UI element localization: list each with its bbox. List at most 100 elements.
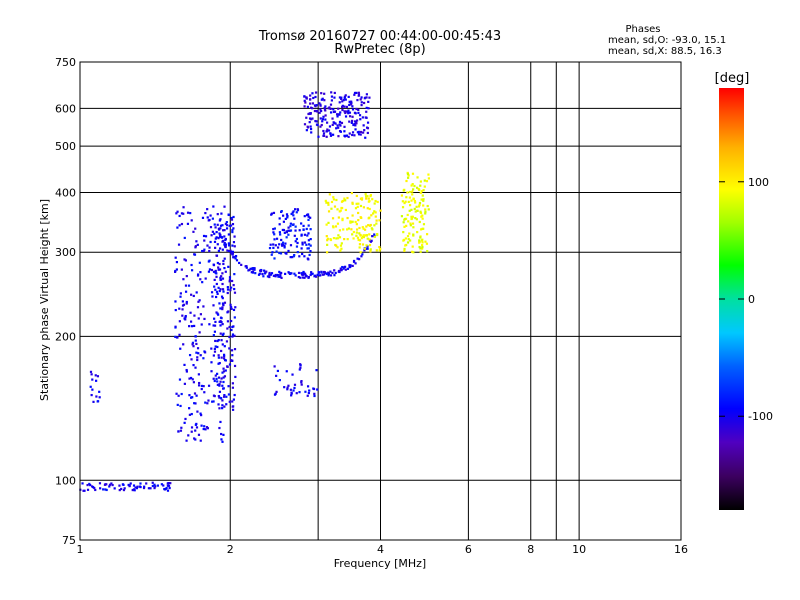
echo-point — [91, 378, 94, 381]
echo-point — [362, 234, 365, 237]
echo-point — [201, 216, 205, 219]
echo-point — [231, 400, 234, 403]
echo-point — [188, 377, 191, 380]
echo-point — [332, 237, 336, 240]
echo-point — [94, 488, 97, 492]
echo-point — [234, 255, 238, 258]
echo-point — [329, 103, 333, 106]
echo-point — [353, 134, 356, 137]
echo-point — [373, 224, 376, 227]
echo-point — [228, 224, 231, 227]
echo-point — [356, 236, 360, 239]
echo-point — [322, 132, 326, 135]
echo-point — [400, 215, 404, 218]
echo-point — [216, 261, 219, 265]
echo-point — [215, 275, 218, 278]
echo-point — [335, 127, 338, 130]
echo-point — [327, 107, 330, 110]
echo-point — [330, 99, 333, 102]
echo-point — [220, 317, 223, 320]
echo-point — [217, 339, 220, 342]
echo-point — [231, 335, 234, 338]
echo-point — [211, 295, 214, 298]
echo-point — [304, 390, 307, 393]
echo-point — [283, 386, 286, 389]
echo-point — [285, 213, 289, 216]
echo-point — [232, 308, 236, 312]
echo-point — [275, 237, 279, 240]
echo-point — [219, 224, 223, 227]
echo-point — [323, 92, 326, 95]
echo-point — [204, 211, 207, 215]
echo-point — [311, 102, 315, 105]
echo-point — [324, 105, 327, 108]
echo-point — [374, 199, 377, 203]
echo-point — [280, 209, 283, 213]
echo-point — [303, 276, 306, 279]
echo-point — [178, 307, 181, 310]
echo-point — [273, 365, 276, 368]
echo-point — [309, 127, 313, 131]
echo-point — [177, 394, 180, 397]
echo-point — [333, 91, 336, 95]
echo-point — [325, 201, 328, 204]
echo-point — [425, 242, 429, 245]
echo-point — [262, 275, 265, 278]
echo-point — [206, 208, 209, 211]
echo-point — [354, 262, 357, 265]
echo-point — [202, 234, 206, 238]
echo-point — [359, 133, 362, 136]
echo-point — [315, 123, 319, 126]
echo-point — [273, 238, 276, 241]
echo-point — [413, 199, 416, 203]
echo-point — [343, 110, 346, 113]
echo-point — [355, 122, 358, 125]
echo-point — [311, 107, 314, 110]
echo-point — [221, 333, 224, 336]
echo-point — [218, 390, 222, 393]
echo-point — [113, 487, 116, 490]
echo-point — [376, 200, 379, 204]
echo-point — [211, 400, 214, 403]
echo-point — [325, 135, 328, 138]
echo-point — [223, 228, 226, 232]
echo-point — [354, 207, 358, 210]
echo-point — [215, 272, 218, 275]
echo-point — [206, 244, 209, 247]
echo-point — [298, 368, 301, 371]
echo-point — [405, 179, 408, 183]
echo-point — [295, 211, 298, 214]
echo-point — [356, 99, 359, 102]
echo-point — [360, 255, 363, 258]
echo-point — [197, 300, 200, 303]
echo-point — [362, 124, 365, 127]
echo-point — [306, 125, 309, 128]
echo-point — [289, 388, 292, 391]
echo-point — [182, 278, 185, 281]
echo-point — [234, 375, 237, 379]
echo-point — [375, 222, 378, 225]
echo-point — [217, 237, 220, 240]
y-tick-label: 200 — [55, 330, 76, 343]
echo-point — [359, 197, 363, 200]
echo-point — [293, 217, 296, 220]
echo-point — [287, 226, 290, 229]
echo-point — [227, 385, 230, 388]
echo-point — [338, 96, 342, 99]
echo-point — [346, 228, 349, 231]
echo-point — [222, 303, 225, 306]
echo-point — [210, 291, 214, 294]
echo-point — [369, 248, 372, 251]
echo-point — [190, 219, 193, 222]
echo-point — [325, 130, 328, 133]
echo-point — [365, 197, 368, 200]
echo-point — [351, 133, 354, 137]
echo-point — [422, 204, 425, 207]
echo-point — [212, 377, 215, 380]
echo-point — [222, 433, 225, 436]
echo-point — [421, 238, 424, 241]
echo-point — [268, 273, 271, 277]
echo-point — [354, 112, 357, 115]
echo-point — [332, 196, 335, 199]
echo-point — [370, 214, 373, 217]
